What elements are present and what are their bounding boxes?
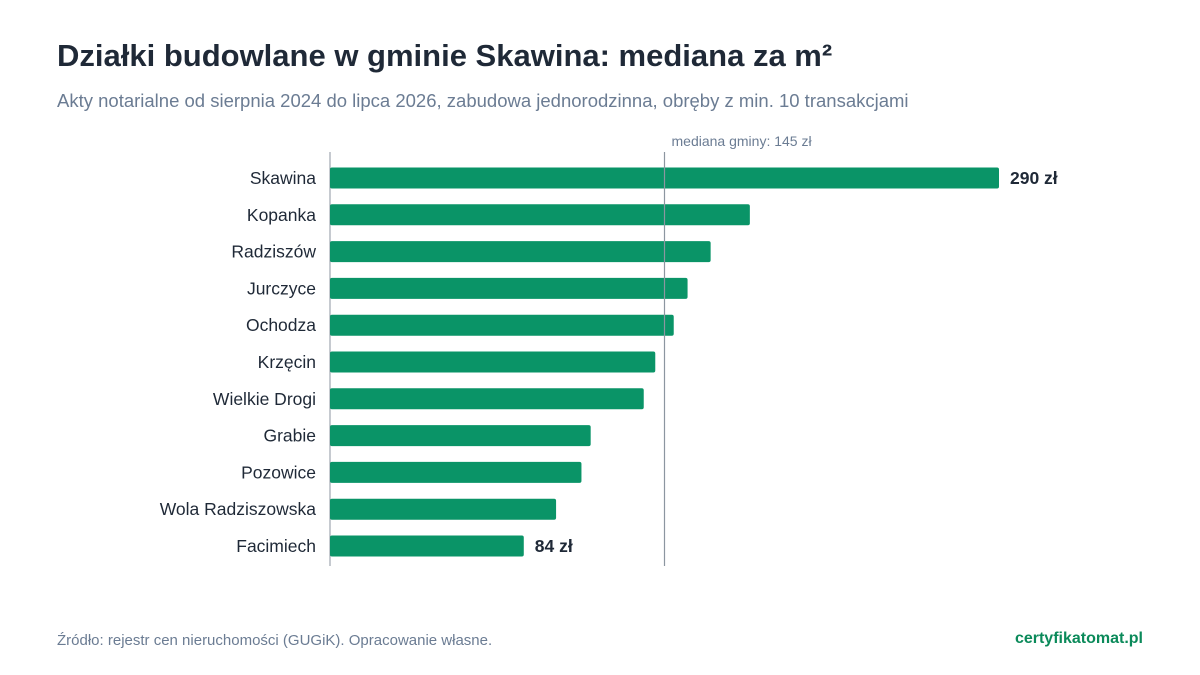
bar	[330, 314, 674, 336]
bar	[330, 461, 582, 483]
bar	[330, 204, 750, 226]
category-label: Grabie	[263, 426, 316, 446]
category-label: Jurczyce	[247, 278, 316, 298]
category-label: Pozowice	[241, 462, 316, 482]
bar	[330, 425, 591, 447]
brand-link[interactable]: certyfikatomat.pl	[1014, 630, 1143, 647]
category-label: Radziszów	[231, 242, 316, 262]
chart-subtitle: Akty notarialne od sierpnia 2024 do lipc…	[57, 90, 909, 111]
category-label: Ochodza	[246, 315, 316, 335]
bar	[330, 241, 711, 263]
category-label: Krzęcin	[258, 352, 316, 372]
source-note: Źródło: rejestr cen nieruchomości (GUGiK…	[57, 632, 493, 649]
category-label: Facimiech	[236, 536, 316, 556]
value-label: 290 zł	[1010, 168, 1058, 188]
category-label: Skawina	[250, 168, 316, 188]
chart-title: Działki budowlane w gminie Skawina: medi…	[57, 38, 833, 73]
bar	[330, 351, 656, 373]
bar-chart: Skawina 290 zł Kopanka Radziszów Jurczyce Och…	[160, 133, 1058, 566]
value-label: 84 zł	[535, 536, 573, 556]
bar	[330, 535, 524, 557]
bar	[330, 388, 644, 410]
category-label: Wola Radziszowska	[160, 499, 317, 519]
bar	[330, 498, 557, 520]
bar	[330, 277, 688, 299]
category-label: Kopanka	[247, 205, 316, 225]
category-label: Wielkie Drogi	[213, 389, 316, 409]
median-reference-label: mediana gminy: 145 zł	[672, 133, 813, 149]
